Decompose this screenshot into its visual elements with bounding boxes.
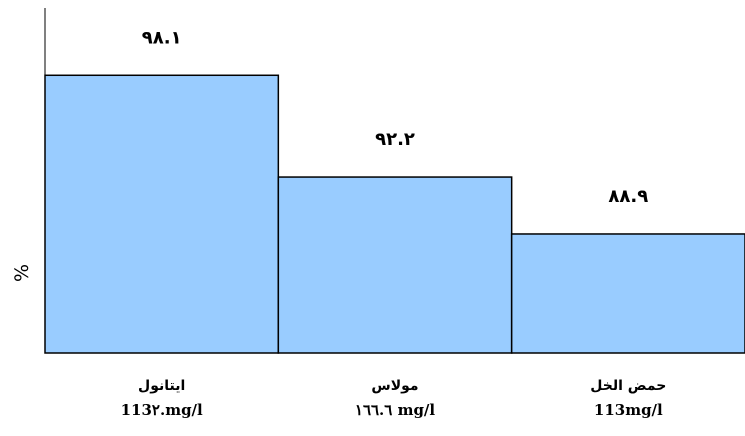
bar-2 (277, 176, 513, 354)
category-sublabel-2: ١٦٦.٦ mg/l (355, 401, 436, 419)
data-label-2: ٩٢.٢ (375, 129, 415, 150)
value-labels-group: ٩٨.١ ٩٢.٢ ٨٨.٩ (142, 27, 648, 207)
bar-3 (510, 233, 745, 354)
y-axis-label: % (11, 264, 33, 282)
category-label-2: مولاس (371, 378, 418, 394)
category-sublabel-3: 113mg/l (594, 401, 663, 419)
category-label-1: ايتانول (138, 378, 185, 394)
category-sublabel-1: 113٢.mg/l (121, 401, 203, 419)
category-label-3: حمض الخل (590, 378, 666, 394)
data-label-1: ٩٨.١ (142, 27, 182, 48)
category-labels-group: ايتانول 113٢.mg/l مولاس ١٦٦.٦ mg/l حمض الخل 1… (121, 378, 667, 419)
bars-group (44, 74, 745, 354)
data-label-3: ٨٨.٩ (608, 186, 648, 207)
bar-1 (44, 74, 280, 354)
